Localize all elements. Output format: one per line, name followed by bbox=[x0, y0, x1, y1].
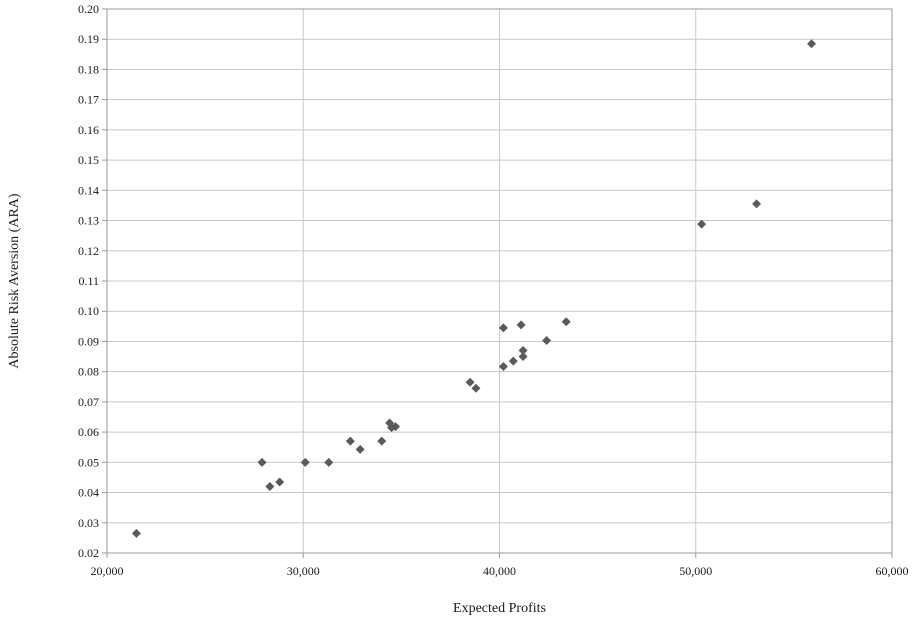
data-point bbox=[518, 346, 528, 356]
data-point bbox=[355, 444, 365, 454]
data-point bbox=[131, 528, 141, 538]
data-point bbox=[345, 436, 355, 446]
y-tick-label: 0.06 bbox=[78, 425, 99, 439]
x-tick-label: 20,000 bbox=[91, 564, 124, 578]
data-point bbox=[498, 362, 508, 372]
data-point bbox=[508, 356, 518, 366]
y-tick-label: 0.05 bbox=[78, 455, 99, 469]
data-point bbox=[516, 320, 526, 330]
y-tick-label: 0.12 bbox=[78, 244, 99, 258]
y-tick-label: 0.08 bbox=[78, 365, 99, 379]
y-tick-label: 0.10 bbox=[78, 304, 99, 318]
y-tick-label: 0.04 bbox=[78, 486, 99, 500]
data-point bbox=[390, 422, 400, 432]
y-axis-title: Absolute Risk Aversion (ARA) bbox=[7, 193, 22, 368]
y-tick-label: 0.03 bbox=[78, 516, 99, 530]
data-points bbox=[131, 39, 817, 538]
y-tick-label: 0.18 bbox=[78, 62, 99, 76]
y-axis-ticks: 0.02 0.03 0.04 0.05 0.06 0.07 0.08 0.09 0.10 0.11… bbox=[78, 2, 107, 560]
data-point bbox=[465, 377, 475, 387]
data-point bbox=[518, 352, 528, 362]
data-point bbox=[257, 457, 267, 467]
data-point bbox=[300, 457, 310, 467]
data-point bbox=[275, 477, 285, 487]
y-tick-label: 0.13 bbox=[78, 214, 99, 228]
x-axis-title: Expected Profits bbox=[453, 601, 546, 616]
data-point bbox=[265, 482, 275, 492]
y-tick-label: 0.20 bbox=[78, 2, 99, 16]
y-tick-label: 0.11 bbox=[78, 274, 99, 288]
y-tick-label: 0.02 bbox=[78, 546, 99, 560]
x-tick-label: 50,000 bbox=[679, 564, 712, 578]
y-tick-label: 0.15 bbox=[78, 153, 99, 167]
y-tick-label: 0.16 bbox=[78, 123, 99, 137]
data-point bbox=[498, 323, 508, 333]
data-point bbox=[324, 457, 334, 467]
data-point bbox=[377, 436, 387, 446]
x-tick-label: 30,000 bbox=[287, 564, 320, 578]
grid-lines bbox=[106, 8, 893, 554]
y-tick-label: 0.09 bbox=[78, 334, 99, 348]
data-point bbox=[697, 219, 707, 229]
y-tick-label: 0.07 bbox=[78, 395, 99, 409]
y-tick-label: 0.19 bbox=[78, 32, 99, 46]
x-tick-label: 40,000 bbox=[483, 564, 516, 578]
y-tick-label: 0.17 bbox=[78, 93, 99, 107]
data-point bbox=[542, 336, 552, 346]
data-point bbox=[807, 39, 817, 49]
y-tick-label: 0.14 bbox=[78, 183, 99, 197]
x-tick-label: 60,000 bbox=[876, 564, 909, 578]
data-point bbox=[561, 317, 571, 327]
data-point bbox=[752, 199, 762, 209]
data-point bbox=[471, 383, 481, 393]
x-axis-ticks: 20,000 30,000 40,000 50,000 60,000 bbox=[91, 553, 909, 578]
